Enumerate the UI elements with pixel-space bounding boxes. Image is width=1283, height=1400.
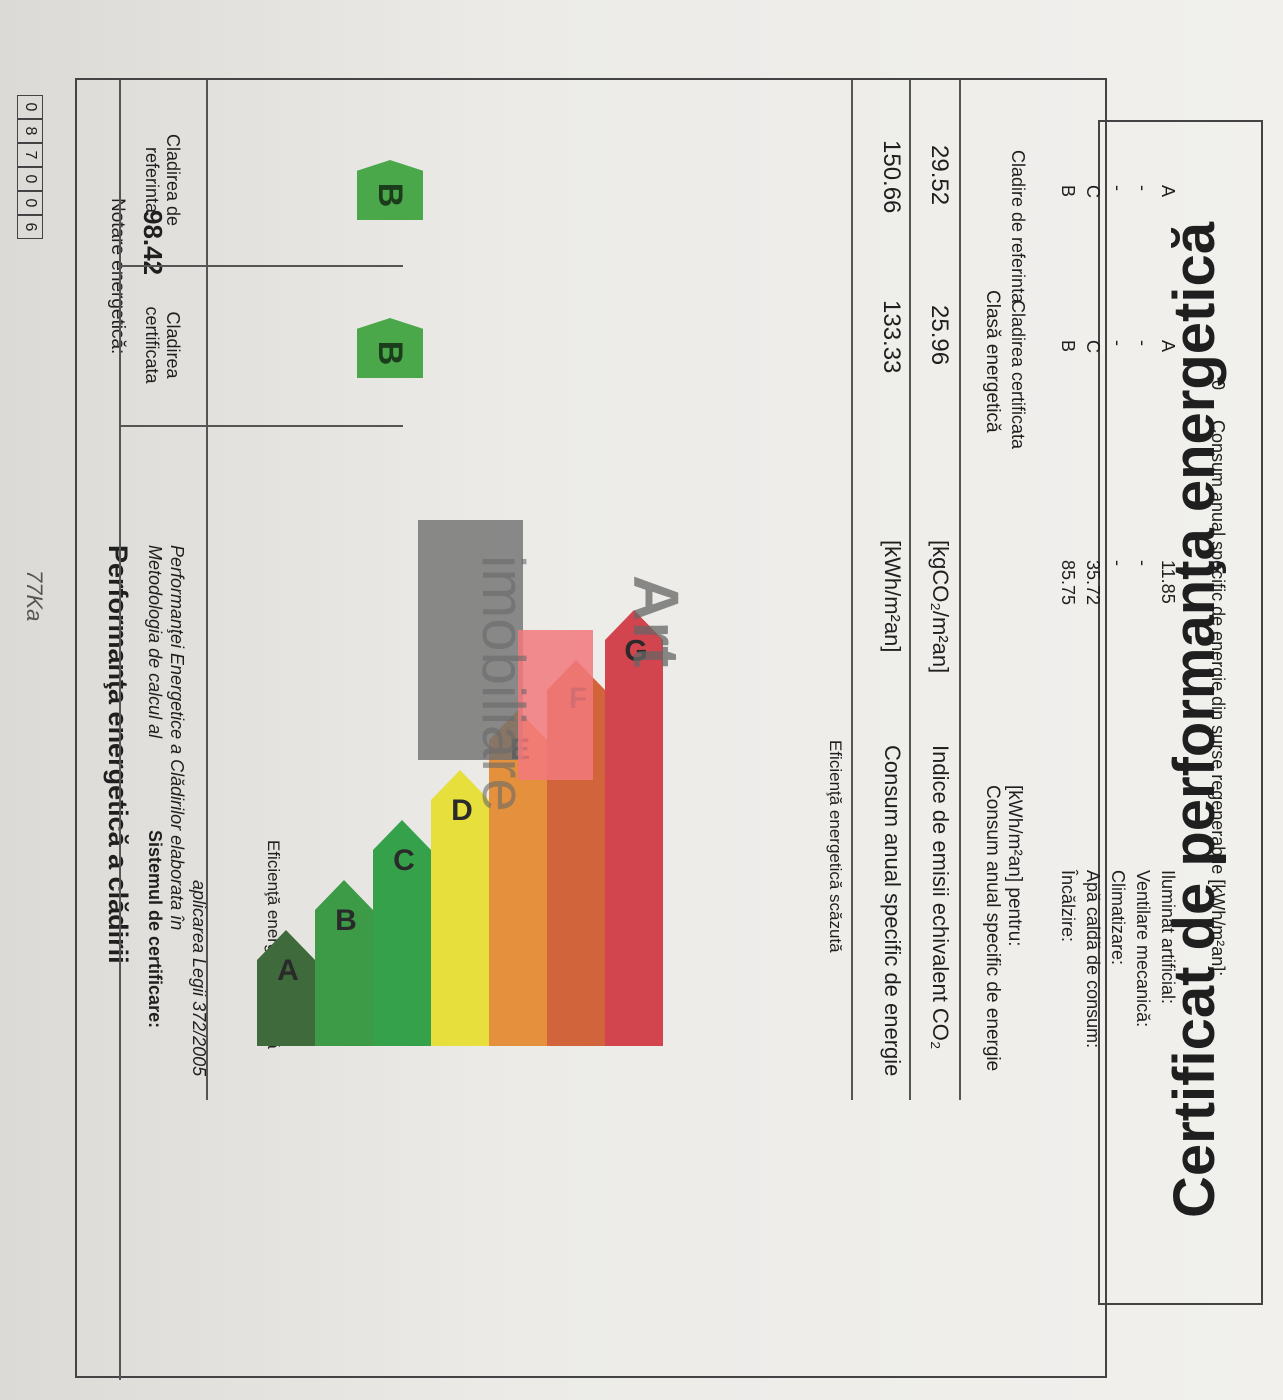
watermark-imobiliare: imobiliare (470, 555, 537, 812)
energy-class-letter: B (335, 903, 357, 937)
table-row-cert: - (1133, 340, 1153, 346)
table-row-cert: - (1108, 340, 1128, 346)
reference-class-arrow: B (357, 160, 423, 220)
handwritten-note: 77Ka (22, 570, 47, 622)
certified-class-arrow: B (357, 318, 423, 378)
table-header-1: Consum anual specific de energie (982, 785, 1003, 1072)
table-row-ref: C (1083, 185, 1103, 198)
co2-certified: 25.96 (926, 305, 953, 366)
consumption-unit: [kWh/m²an] (880, 540, 905, 653)
renewable-value: 0 (1208, 380, 1228, 391)
consumption-reference: 150.66 (878, 140, 905, 214)
efficiency-low: Eficienţă energetică scăzută (826, 740, 845, 953)
serial-number: 0 8 7 0 0 6 (17, 95, 43, 239)
sub-certified: Cladirea certificata (1008, 300, 1028, 450)
table-row-value: - (1108, 560, 1128, 566)
energy-class-bar-g: G (605, 610, 663, 1046)
serial-digit: 7 (17, 143, 43, 167)
table-row-ref: B (1058, 185, 1078, 198)
col-reference: Cladirea de referinta (142, 133, 183, 227)
table-row-label: Încălzire: (1058, 870, 1078, 943)
table-header-2: [kWh/m²an] pentru: (1004, 785, 1025, 947)
system-text-2: Performanţei Energetice a Clădirilor ela… (167, 545, 187, 931)
table-row-value: - (1133, 560, 1153, 566)
table-row-value: 35.72 (1083, 560, 1103, 606)
energy-class-letter: A (277, 953, 299, 987)
serial-digit: 0 (17, 167, 43, 191)
table-row-value: 11.85 (1158, 560, 1178, 604)
co2-reference: 29.52 (926, 145, 953, 206)
table-row-label: Apă caldă de consum: (1083, 870, 1103, 1049)
table-row-ref: - (1133, 185, 1153, 191)
serial-digit: 0 (17, 191, 43, 215)
serial-digit: 6 (17, 215, 43, 239)
sub-reference: Cladire de referinta (1008, 150, 1028, 304)
energy-class-bar-b: B (315, 880, 373, 1046)
table-row-label: Ventilare mecanică: (1133, 870, 1153, 1028)
class-header: Clasă energetică (982, 290, 1003, 433)
serial-digit: 8 (17, 119, 43, 143)
system-label: Sistemul de certificare: (145, 830, 165, 1029)
col-certified: Cladirea certificata (142, 306, 183, 384)
co2-unit: [kgCO₂/m²an] (928, 540, 953, 674)
co2-label: Indice de emisii echivalent CO₂ (928, 745, 953, 1050)
table-row-value: 85.75 (1058, 560, 1078, 606)
notation-label: Notare energetică: (107, 198, 128, 355)
energy-class-letter: C (393, 843, 415, 877)
section-title-text: Performanţa energetică a clădirii (103, 545, 133, 964)
consumption-label: Consum anual specific de energie (880, 745, 905, 1077)
table-row-label: Climatizare: (1108, 870, 1128, 966)
table-row-label: Iluminat artificial: (1158, 870, 1178, 1005)
system-text-1: Metodologia de calcul al (145, 545, 165, 739)
table-row-ref: - (1108, 185, 1128, 191)
consumption-certified: 133.33 (878, 300, 905, 374)
table-row-cert: A (1158, 340, 1178, 353)
table-row-cert: B (1058, 340, 1078, 353)
table-row-cert: C (1083, 340, 1103, 353)
energy-class-bar-c: C (373, 820, 431, 1046)
serial-digit: 0 (17, 95, 43, 119)
table-row-ref: A (1158, 185, 1178, 198)
watermark-art: Art (620, 575, 692, 668)
renewable-label: Consum anual specific de energie din sur… (1208, 420, 1228, 977)
